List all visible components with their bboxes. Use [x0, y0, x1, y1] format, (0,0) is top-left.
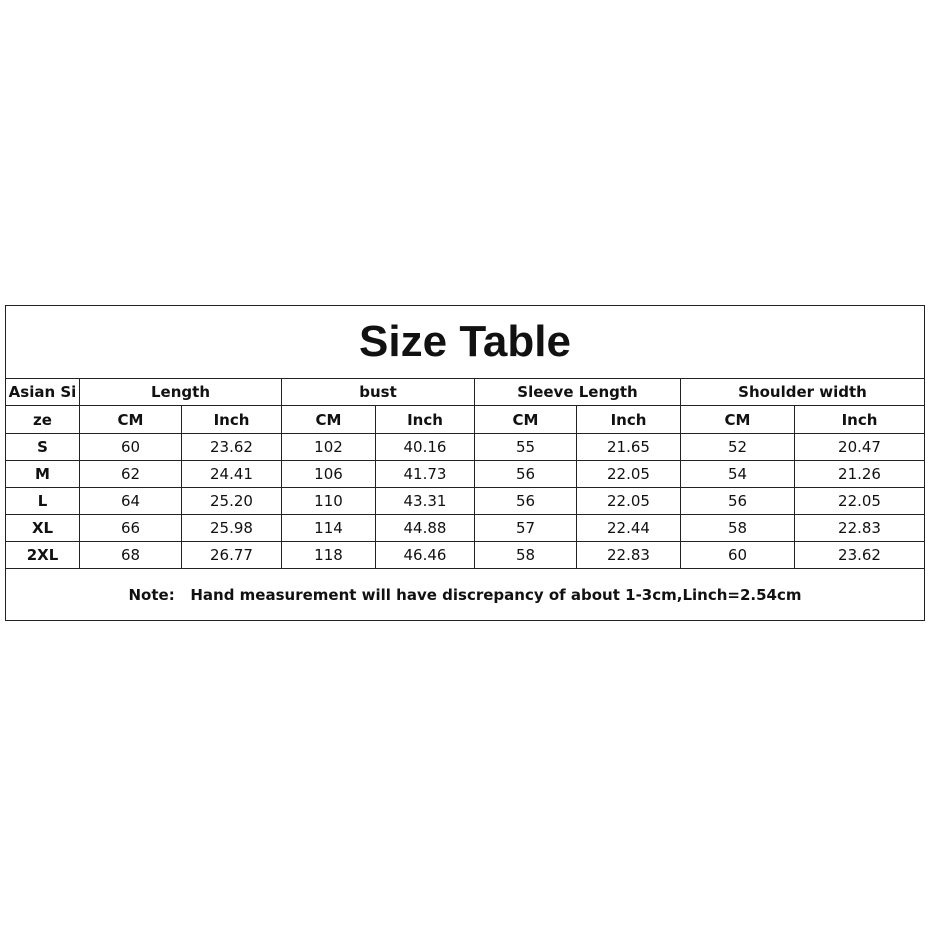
value-cell: 21.26	[793, 460, 926, 488]
value-cell: 23.62	[793, 541, 926, 569]
value-cell: 62	[79, 460, 182, 488]
value-cell: 102	[281, 433, 376, 461]
value-cell: 20.47	[793, 433, 926, 461]
table-row: S 60 23.62 102 40.16 55 21.65 52 20.47	[5, 433, 926, 461]
table-row: 2XL 68 26.77 118 46.46 58 22.83 60 23.62	[5, 541, 926, 569]
unit-header: Inch	[181, 405, 282, 434]
value-cell: 54	[680, 460, 795, 488]
size-cell: XL	[5, 514, 80, 542]
unit-header: CM	[680, 405, 795, 434]
group-header-length: Length	[79, 378, 282, 406]
value-cell: 22.44	[576, 514, 681, 542]
value-cell: 22.83	[576, 541, 681, 569]
value-cell: 118	[281, 541, 376, 569]
value-cell: 60	[680, 541, 795, 569]
table-row: M 62 24.41 106 41.73 56 22.05 54 21.26	[5, 460, 926, 488]
value-cell: 58	[474, 541, 577, 569]
value-cell: 40.16	[375, 433, 475, 461]
value-cell: 60	[79, 433, 182, 461]
value-cell: 22.05	[576, 487, 681, 515]
value-cell: 56	[680, 487, 795, 515]
value-cell: 110	[281, 487, 376, 515]
value-cell: 56	[474, 460, 577, 488]
unit-header: CM	[281, 405, 376, 434]
value-cell: 114	[281, 514, 376, 542]
value-cell: 25.20	[181, 487, 282, 515]
value-cell: 25.98	[181, 514, 282, 542]
value-cell: 68	[79, 541, 182, 569]
size-cell: S	[5, 433, 80, 461]
size-cell: L	[5, 487, 80, 515]
value-cell: 43.31	[375, 487, 475, 515]
note-text: Note: Hand measurement will have discrep…	[4, 568, 926, 621]
value-cell: 26.77	[181, 541, 282, 569]
table-row: XL 66 25.98 114 44.88 57 22.44 58 22.83	[5, 514, 926, 542]
value-cell: 52	[680, 433, 795, 461]
size-table: Size Table Asian Si Length bust Sleeve L…	[4, 305, 926, 621]
value-cell: 22.05	[793, 487, 926, 515]
size-header-top: Asian Si	[5, 378, 80, 406]
value-cell: 41.73	[375, 460, 475, 488]
table-title: Size Table	[4, 305, 926, 379]
value-cell: 22.83	[793, 514, 926, 542]
value-cell: 106	[281, 460, 376, 488]
unit-header: CM	[474, 405, 577, 434]
value-cell: 56	[474, 487, 577, 515]
value-cell: 22.05	[576, 460, 681, 488]
table-row: L 64 25.20 110 43.31 56 22.05 56 22.05	[5, 487, 926, 515]
unit-header: Inch	[375, 405, 475, 434]
value-cell: 21.65	[576, 433, 681, 461]
value-cell: 44.88	[375, 514, 475, 542]
unit-header: Inch	[793, 405, 926, 434]
unit-header: Inch	[576, 405, 681, 434]
size-cell: 2XL	[5, 541, 80, 569]
value-cell: 24.41	[181, 460, 282, 488]
size-header-bottom: ze	[5, 405, 80, 434]
unit-header: CM	[79, 405, 182, 434]
value-cell: 46.46	[375, 541, 475, 569]
group-header-bust: bust	[281, 378, 475, 406]
value-cell: 55	[474, 433, 577, 461]
value-cell: 58	[680, 514, 795, 542]
size-cell: M	[5, 460, 80, 488]
group-header-sleeve-length: Sleeve Length	[474, 378, 681, 406]
value-cell: 57	[474, 514, 577, 542]
value-cell: 66	[79, 514, 182, 542]
size-table-container: Size Table Asian Si Length bust Sleeve L…	[4, 305, 926, 621]
value-cell: 23.62	[181, 433, 282, 461]
group-header-shoulder-width: Shoulder width	[679, 378, 926, 406]
value-cell: 64	[79, 487, 182, 515]
